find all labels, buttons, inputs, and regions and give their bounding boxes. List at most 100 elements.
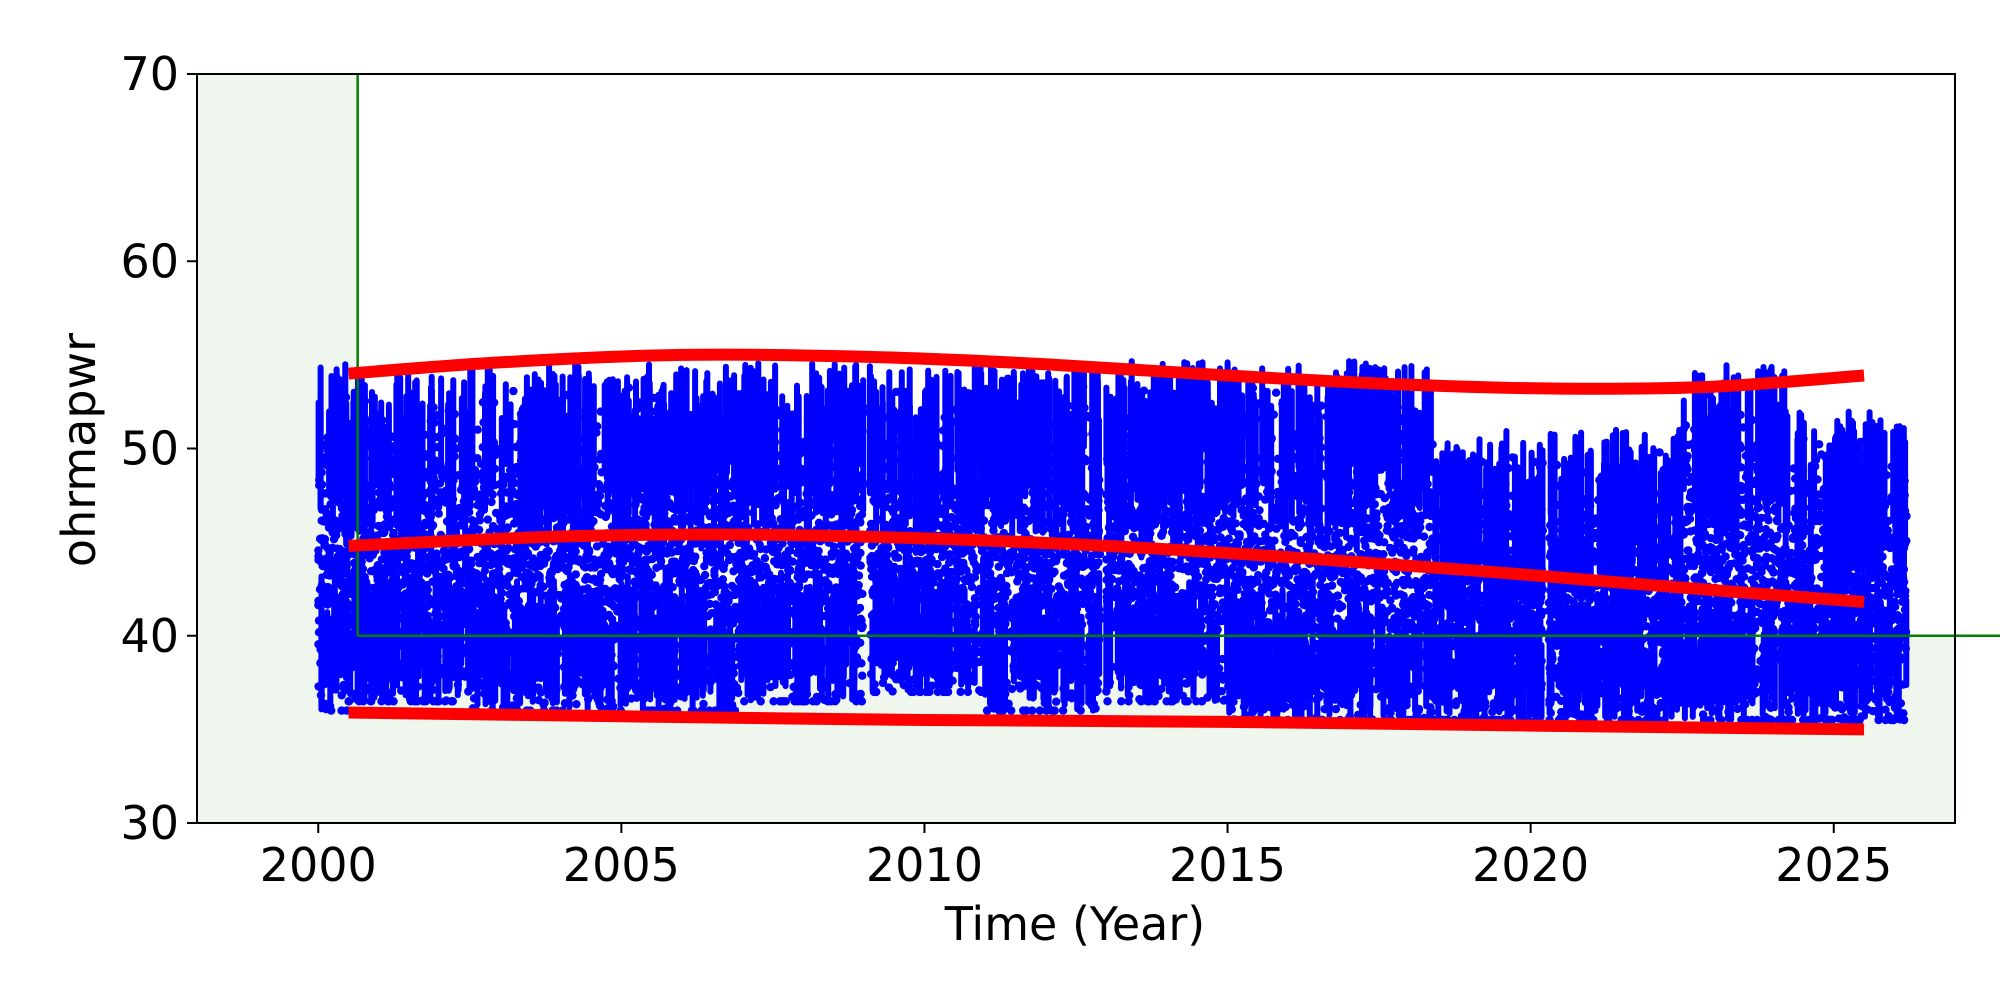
scatter-point [689,556,698,566]
scatter-point [510,544,520,554]
scatter-point [317,516,326,525]
scatter-point [411,697,420,706]
plot-area [197,74,1955,823]
scatter-point [455,552,464,562]
scatter-point [324,598,333,607]
scatter-point [433,502,443,512]
scatter-point [605,561,614,571]
scatter-point [658,545,667,554]
scatter-point [725,591,735,601]
scatter-point [891,553,900,562]
scatter-point [423,565,432,574]
scatter-point [487,497,496,507]
scatter-point [390,563,400,572]
scatter-point [539,700,548,709]
scatter-point [536,550,545,560]
scatter-point [341,554,351,564]
scatter-point [867,551,877,561]
scatter-point [851,544,861,553]
scatter-point [377,555,387,564]
scatter-point [424,594,434,603]
scatter-point [607,600,617,609]
scatter-point [503,523,512,532]
scatter-point [558,555,568,564]
scatter-point [632,693,641,702]
scatter-point [434,509,443,518]
scatter-point [624,554,633,563]
scatter-point [563,543,572,552]
scatter-point [498,543,507,553]
scatter-point [668,557,677,566]
scatter-point [821,563,830,572]
scatter-point [590,563,599,572]
scatter-point [389,530,398,540]
scatter-point [756,573,766,582]
scatter-point [700,562,709,571]
scatter-point [740,542,749,551]
scatter-point [477,571,487,580]
scatter-point [509,386,518,396]
scatter-point [574,555,584,564]
scatter-point [333,569,342,578]
scatter-point [483,515,492,524]
scatter-point [488,522,498,531]
scatter-point [773,559,783,568]
scatter-point [439,564,448,573]
scatter-point [741,552,750,561]
scatter-point [474,579,483,588]
scatter-point [469,518,479,528]
scatter-points [314,358,1911,725]
scatter-point [510,519,519,528]
scatter-point [725,540,734,550]
scatter-point [366,567,376,576]
scatter-point [441,548,450,557]
scatter-point [561,565,571,575]
scatter-point [727,581,737,591]
scatter-point [501,556,511,566]
scatter-point [855,512,864,521]
scatter-point [639,520,648,530]
scatter-point [323,590,333,599]
scatter-point [475,510,485,519]
scatter-point [319,536,328,545]
scatter-point [970,573,980,582]
scatter-point [447,697,456,706]
scatter-point [814,518,824,527]
scatter-point [503,581,512,591]
scatter-point [523,549,533,558]
scatter-point [581,563,590,572]
scatter-point [495,564,504,574]
scatter-point [581,575,590,584]
scatter-point [643,555,652,565]
scatter-point [784,546,793,555]
scatter-point [519,584,528,593]
scatter-point [665,547,674,556]
scatter-point [529,575,538,584]
scatter-point [504,543,513,553]
scatter-point [333,558,342,568]
scatter-point [706,581,716,591]
scatter-point [475,559,484,568]
scatter-point [435,479,445,488]
scatter-point [438,494,447,504]
scatter-point [525,582,535,591]
scatter-point [466,556,476,565]
scatter-point [337,691,346,700]
scatter-point [755,540,764,549]
scatter-point [510,568,519,577]
scatter-point [596,510,606,519]
scatter-point [777,697,786,706]
scatter-point [318,561,327,571]
scatter-point [401,574,411,583]
scatter-point [477,551,487,561]
scatter-point [335,544,344,554]
scatter-point [326,570,336,579]
scatter-point [333,552,342,562]
scatter-point [929,578,938,587]
scatter-point [530,556,540,566]
scatter-point [808,553,817,563]
scatter-point [344,697,354,706]
scatter-point [858,671,867,680]
scatter-point [652,563,661,572]
scatter-point [397,563,406,572]
